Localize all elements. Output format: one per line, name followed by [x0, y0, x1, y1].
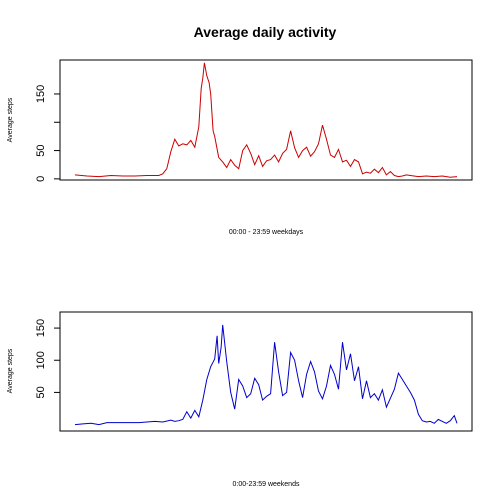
- bottom-y-axis-label: Average steps: [7, 348, 14, 393]
- weekday-y-tick-label: 0: [35, 176, 47, 182]
- weekday-series-line: [74, 62, 458, 178]
- weekend-series-line: [74, 324, 458, 426]
- top-x-axis-label: 00:00 - 23:59 weekdays: [229, 229, 304, 236]
- top-y-axis-label: Average steps: [7, 97, 14, 142]
- bottom-plot-frame: [59, 311, 473, 432]
- weekend-y-tick-label: 50: [35, 386, 47, 398]
- weekend-y-tick-label: 100: [35, 351, 47, 369]
- weekday-y-tick-label: 50: [35, 144, 47, 156]
- top-y-axis: 0 50 150: [35, 85, 61, 182]
- bottom-x-axis-label: 0:00-23:59 weekends: [233, 481, 300, 488]
- weekend-y-tick-label: 150: [35, 319, 47, 337]
- chart-title: Average daily activity: [194, 24, 337, 40]
- bottom-y-axis: 50 100 150: [35, 319, 61, 399]
- weekday-y-tick-label: 150: [35, 85, 47, 103]
